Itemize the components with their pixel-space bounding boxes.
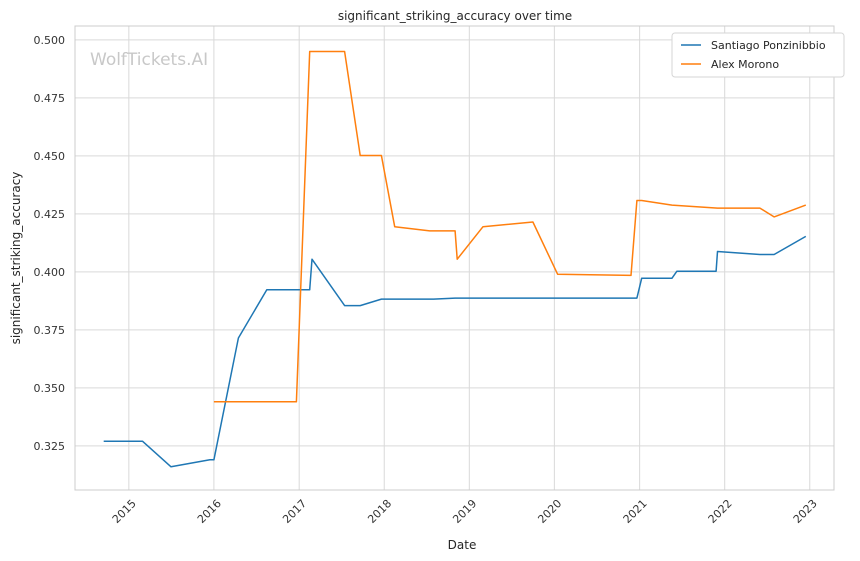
y-tick-label: 0.400: [34, 266, 66, 279]
x-tick-label: 2016: [195, 497, 224, 526]
series-layer: [103, 50, 807, 468]
series-line-santiago-ponzinibbio: [103, 235, 807, 468]
y-tick-label: 0.500: [34, 34, 66, 47]
legend-label-alex-morono: Alex Morono: [711, 58, 779, 71]
x-tick-label: 2019: [450, 497, 479, 526]
x-tick-labels: 2015 2016 2017 2018 2019 2020 2021 2022 2023: [110, 497, 820, 526]
y-tick-label: 0.350: [34, 382, 66, 395]
y-tick-labels: 0.325 0.350 0.375 0.400 0.425 0.450 0.475 0.500: [34, 34, 66, 453]
x-tick-label: 2015: [110, 497, 139, 526]
x-tick-label: 2022: [706, 497, 735, 526]
x-tick-label: 2021: [621, 497, 650, 526]
x-tick-label: 2020: [535, 497, 564, 526]
series-line-alex-morono: [213, 50, 807, 403]
x-tick-label: 2023: [791, 497, 820, 526]
plot-frame: [74, 25, 835, 491]
chart-title: significant_striking_accuracy over time: [338, 9, 572, 23]
y-tick-label: 0.325: [34, 440, 66, 453]
grid-lines: [75, 26, 834, 490]
legend-box: [671, 32, 845, 78]
y-axis-title: significant_striking_accuracy: [9, 172, 23, 345]
x-tick-label: 2017: [280, 497, 309, 526]
y-tick-label: 0.475: [34, 92, 66, 105]
x-tick-label: 2018: [365, 497, 394, 526]
y-tick-label: 0.450: [34, 150, 66, 163]
watermark-logo: WolfTickets.AI: [90, 50, 208, 70]
x-axis-title: Date: [448, 538, 477, 552]
y-tick-label: 0.425: [34, 208, 66, 221]
legend: Santiago Ponzinibbio Alex Morono: [671, 32, 845, 78]
y-tick-label: 0.375: [34, 324, 66, 337]
legend-label-santiago-ponzinibbio: Santiago Ponzinibbio: [711, 39, 826, 52]
